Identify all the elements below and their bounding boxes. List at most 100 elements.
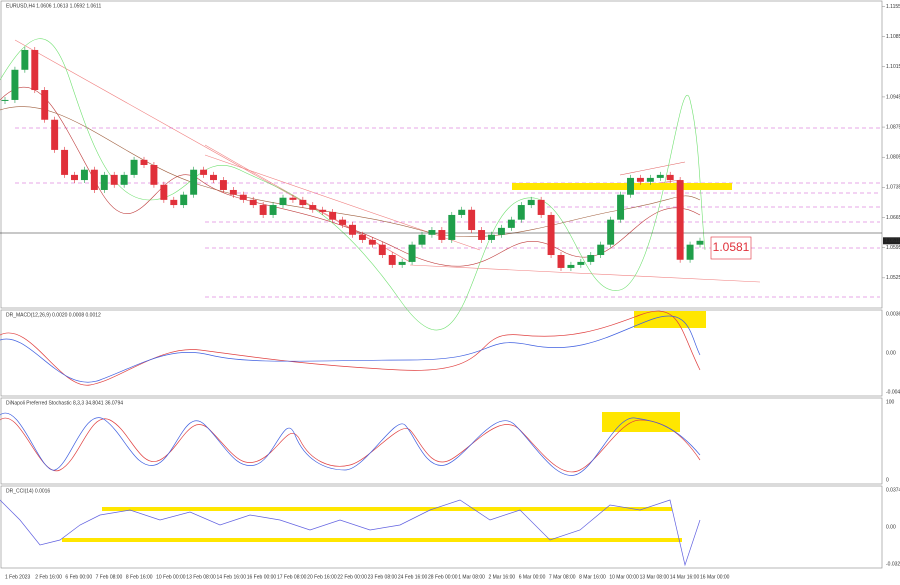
- candle: [607, 219, 615, 245]
- y-tick-label: 1.0805: [886, 155, 900, 161]
- date-label: 17 Feb 08:00: [277, 574, 307, 580]
- candle: [587, 255, 595, 262]
- candle: [299, 199, 307, 206]
- candle: [339, 219, 347, 225]
- candle: [497, 227, 505, 235]
- date-label: 24 Feb 16:00: [398, 574, 428, 580]
- date-label: 6 Mar 00:00: [519, 574, 546, 580]
- candle: [547, 214, 555, 256]
- candle: [617, 194, 625, 220]
- candle: [557, 255, 565, 268]
- candle: [279, 197, 287, 206]
- candle: [90, 169, 98, 190]
- candle: [31, 49, 39, 91]
- candle: [319, 209, 327, 212]
- date-label: 2 Feb 16:00: [35, 574, 62, 580]
- y-tick-label: 1.0875: [886, 124, 900, 130]
- candle: [219, 180, 227, 190]
- pane-axis-label: -0.0322: [886, 561, 900, 567]
- candle: [269, 205, 277, 215]
- candle: [190, 169, 198, 195]
- candle: [438, 230, 446, 240]
- candle: [686, 244, 694, 260]
- date-label: 13 Feb 08:00: [186, 574, 216, 580]
- candle: [100, 174, 108, 190]
- candle: [627, 177, 634, 195]
- candle: [478, 230, 486, 240]
- y-tick-label: 1.0665: [886, 215, 900, 221]
- candle: [448, 214, 456, 240]
- pane-title: DR_MACD(12,26,9) 0.0020 0.0008 0.0012: [6, 312, 101, 318]
- pane-title: DiNapoli Preferred Stochastic 8,3,3 34.8…: [6, 400, 123, 406]
- date-label: 14 Feb 16:00: [217, 574, 247, 580]
- candle: [676, 180, 684, 260]
- candle: [597, 244, 605, 256]
- candle: [577, 261, 585, 265]
- candle: [636, 177, 644, 182]
- candle: [170, 199, 178, 206]
- candle: [309, 205, 317, 210]
- pane-axis-label: 0.0374: [886, 487, 900, 493]
- date-label: 14 Mar 16:00: [670, 574, 700, 580]
- candle: [289, 197, 297, 200]
- pane-axis-label: -0.0044: [886, 389, 900, 395]
- candle: [210, 174, 217, 181]
- date-label: 2 Mar 16:00: [488, 574, 515, 580]
- candle: [666, 174, 674, 181]
- candle: [527, 199, 535, 206]
- candle: [507, 219, 515, 228]
- y-tick-label: 1.1155: [886, 4, 900, 10]
- date-label: 10 Feb 00:00: [156, 574, 186, 580]
- candle: [517, 205, 525, 220]
- pane-axis-label: 0.0036: [886, 311, 900, 317]
- date-label: 8 Feb 16:00: [126, 574, 153, 580]
- candle: [488, 234, 495, 240]
- candle: [41, 90, 49, 120]
- date-label: 7 Mar 08:00: [549, 574, 576, 580]
- pane-title: DR_CCI(14) 0.0016: [6, 488, 50, 494]
- pane-axis-label: 0: [886, 477, 889, 483]
- candle: [130, 159, 138, 175]
- date-label: 6 Feb 00:00: [65, 574, 92, 580]
- candle: [537, 199, 545, 215]
- chart-title: EURUSD,H4 1.0606 1.0613 1.0592 1.0611: [6, 3, 101, 9]
- candle: [200, 169, 208, 175]
- candle: [358, 234, 366, 240]
- candle: [259, 205, 267, 215]
- price-annotation: 1.0581: [713, 240, 750, 254]
- candle: [51, 119, 59, 150]
- current-price-label: 1.0611: [885, 238, 900, 244]
- y-tick-label: 1.1015: [886, 64, 900, 70]
- candle: [388, 255, 396, 265]
- date-label: 13 Mar 08:00: [640, 574, 670, 580]
- date-label: 16 Mar 00:00: [700, 574, 730, 580]
- candle: [120, 174, 128, 185]
- y-tick-label: 1.0735: [886, 185, 900, 191]
- date-label: 23 Feb 08:00: [368, 574, 398, 580]
- candle: [408, 244, 416, 262]
- candle: [696, 240, 704, 245]
- date-label: 22 Feb 00:00: [337, 574, 367, 580]
- candle: [160, 184, 168, 200]
- date-label: 20 Feb 16:00: [307, 574, 337, 580]
- candle: [11, 69, 19, 100]
- candle: [646, 177, 654, 182]
- candle: [378, 244, 386, 256]
- candle: [71, 174, 78, 181]
- candle: [249, 199, 257, 206]
- date-label: 28 Feb 00:00: [428, 574, 458, 580]
- pane-axis-label: 0.00: [886, 350, 896, 356]
- date-label: 8 Mar 16:00: [579, 574, 606, 580]
- date-label: 7 Feb 08:00: [96, 574, 123, 580]
- candle: [428, 230, 436, 235]
- candle: [239, 194, 247, 200]
- candle: [656, 174, 664, 178]
- candle: [418, 234, 426, 245]
- date-label: 10 Mar 00:00: [609, 574, 639, 580]
- candle: [229, 189, 237, 195]
- indicator-lines: [0, 310, 706, 567]
- candle: [180, 194, 188, 206]
- pane-axis-label: 0.00: [886, 524, 896, 530]
